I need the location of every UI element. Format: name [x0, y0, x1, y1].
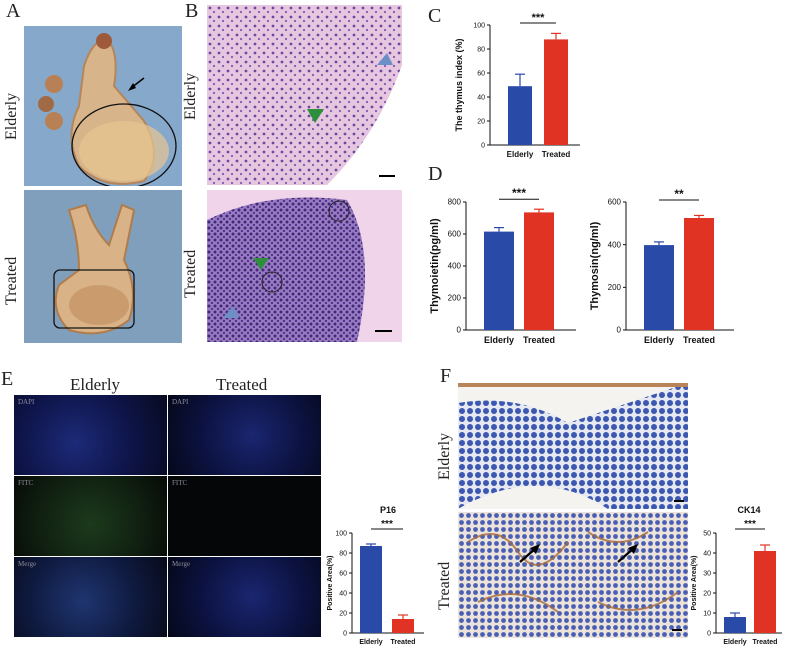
thymus-photo-elderly	[24, 26, 182, 186]
y-tick-label: 400	[448, 262, 462, 271]
y-axis-label: Positive Area(%)	[691, 556, 698, 611]
dapi-image-elderly: DAPI	[14, 395, 167, 475]
column-label-e-treated: Treated	[216, 375, 268, 394]
y-tick-label: 30	[703, 570, 711, 577]
x-tick-label: Elderly	[723, 639, 746, 646]
y-tick-label: 100	[473, 22, 485, 29]
y-tick-label: 60	[339, 570, 347, 577]
ihc-image-elderly	[458, 383, 688, 509]
x-tick-label: Treated	[523, 335, 555, 345]
channel-label: DAPI	[172, 398, 189, 406]
bar-elderly	[360, 546, 382, 633]
bar-treated	[544, 39, 568, 145]
significance-marker: ***	[744, 519, 756, 530]
y-tick-label: 0	[481, 142, 485, 149]
thymosin-chart: 0 200 400 600 Thymosin(ng/ml) Elderly Treated *…	[589, 187, 734, 345]
y-tick-label: 50	[703, 530, 711, 537]
channel-label: Merge	[172, 560, 191, 568]
row-label-a-elderly: Elderly	[3, 92, 20, 140]
merge-image-elderly: Merge	[14, 557, 167, 637]
ck14-positive-area-chart: 0 10 20 30 40 50 Positive Area(%) Elderly Treate…	[691, 505, 782, 646]
p16-positive-area-chart: 0 20 40 60 80 100 Positive Area(%) Elderly Treat…	[327, 505, 424, 646]
y-tick-label: 20	[477, 118, 485, 125]
y-tick-label: 0	[457, 326, 462, 335]
y-axis-label: Positive Area(%)	[327, 556, 334, 611]
significance-marker: ***	[532, 12, 546, 24]
x-tick-label: Treated	[391, 639, 416, 646]
y-tick-label: 0	[707, 630, 711, 637]
y-tick-label: 600	[448, 230, 462, 239]
fitc-image-treated: FITC	[168, 476, 321, 556]
y-tick-label: 0	[343, 630, 347, 637]
chart-title: P16	[380, 505, 396, 515]
bar-elderly	[484, 231, 514, 330]
ihc-image-treated	[458, 512, 688, 638]
panel-label-d: D	[428, 163, 443, 185]
channel-label: DAPI	[18, 398, 35, 406]
fitc-image-elderly: FITC	[14, 476, 167, 556]
dapi-image-treated: DAPI	[168, 395, 321, 475]
y-tick-label: 600	[608, 198, 622, 207]
significance-marker: ***	[512, 186, 526, 200]
y-tick-label: 80	[477, 46, 485, 53]
channel-label: Merge	[18, 560, 37, 568]
he-stain-image-elderly	[207, 5, 402, 185]
y-tick-label: 20	[703, 590, 711, 597]
chart-title: CK14	[737, 505, 760, 515]
y-tick-label: 10	[703, 610, 711, 617]
x-tick-label: Treated	[683, 335, 715, 345]
bar-elderly	[508, 86, 532, 145]
row-label-b-elderly: Elderly	[182, 72, 199, 120]
y-axis-label: Thymosin(ng/ml)	[589, 221, 601, 310]
y-tick-label: 400	[608, 240, 622, 249]
panel-label-f: F	[440, 365, 452, 387]
he-stain-image-treated	[207, 190, 402, 342]
bar-treated	[392, 619, 414, 633]
y-axis-label: Thymoietin(pg/ml)	[429, 218, 441, 314]
column-label-e-elderly: Elderly	[70, 375, 121, 394]
bar-elderly	[724, 617, 746, 633]
x-tick-label: Elderly	[644, 335, 674, 345]
bar-treated	[524, 212, 554, 330]
panel-label-b: B	[185, 0, 199, 22]
significance-marker: ***	[381, 519, 393, 530]
channel-label: FITC	[172, 479, 188, 487]
y-tick-label: 60	[477, 70, 485, 77]
thymus-photo-treated	[24, 190, 182, 343]
thymoietin-chart: 0 200 400 600 800 Thymoietin(pg/ml) Elderly Tre…	[429, 186, 576, 345]
bar-treated	[684, 218, 714, 330]
merge-image-treated: Merge	[168, 557, 321, 637]
y-tick-label: 0	[617, 326, 622, 335]
x-tick-label: Treated	[753, 639, 778, 646]
row-label-f-elderly: Elderly	[436, 432, 453, 480]
panel-label-e: E	[1, 368, 14, 390]
thymus-index-chart: 0 20 40 60 80 100 The thymus index (%) Elderly T…	[454, 12, 580, 159]
y-tick-label: 200	[448, 294, 462, 303]
panel-label-a: A	[6, 0, 21, 22]
bar-treated	[754, 551, 776, 633]
x-tick-label: Elderly	[507, 150, 534, 159]
y-tick-label: 800	[448, 198, 462, 207]
x-tick-label: Elderly	[484, 335, 514, 345]
y-tick-label: 40	[703, 550, 711, 557]
y-tick-label: 40	[477, 94, 485, 101]
x-tick-label: Treated	[542, 150, 571, 159]
panel-label-c: C	[428, 5, 442, 27]
significance-marker: **	[674, 187, 684, 201]
bar-elderly	[644, 245, 674, 330]
y-tick-label: 40	[339, 590, 347, 597]
channel-label: FITC	[18, 479, 34, 487]
row-label-f-treated: Treated	[436, 561, 453, 610]
row-label-a-treated: Treated	[3, 256, 20, 305]
y-tick-label: 20	[339, 610, 347, 617]
row-label-b-treated: Treated	[182, 249, 199, 298]
y-tick-label: 200	[608, 283, 622, 292]
y-axis-label: The thymus index (%)	[454, 38, 464, 131]
y-tick-label: 80	[339, 550, 347, 557]
y-tick-label: 100	[335, 530, 347, 537]
x-tick-label: Elderly	[359, 639, 382, 646]
